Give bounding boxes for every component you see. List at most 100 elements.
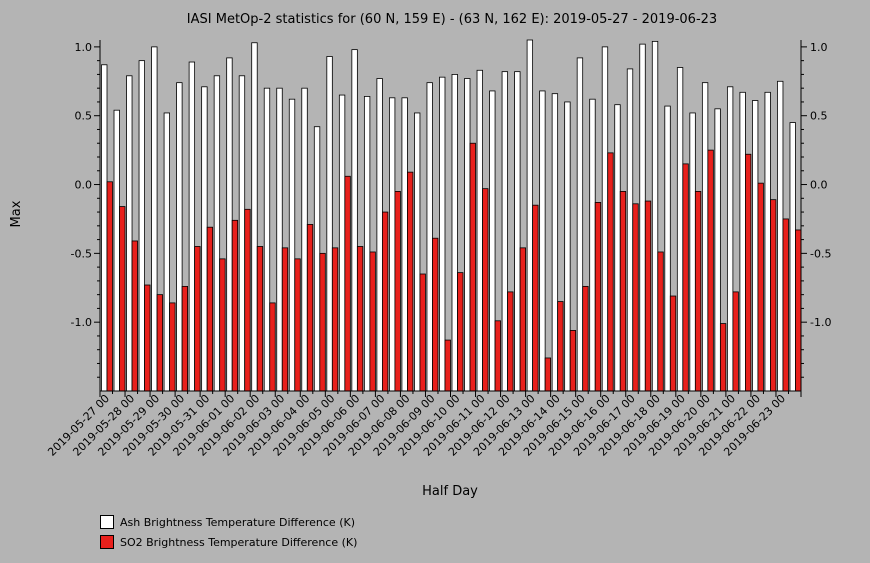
so2-bar: [381, 211, 389, 392]
so2-bar: [457, 272, 464, 392]
so2-bar: [682, 163, 689, 392]
so2-bar: [219, 258, 226, 392]
ash-bar: [789, 122, 796, 392]
legend-item-so2: SO2 Brightness Temperature Difference (K…: [100, 532, 357, 552]
so2-bar: [206, 226, 214, 392]
y-tick-label-left: -1.0: [71, 316, 92, 329]
legend: Ash Brightness Temperature Difference (K…: [100, 512, 357, 552]
so2-bar: [156, 294, 163, 392]
so2-bar: [106, 181, 113, 392]
ash-bar: [639, 43, 646, 392]
so2-bar: [256, 246, 264, 392]
so2-swatch: [100, 535, 114, 549]
ash-bar: [188, 61, 196, 392]
y-tick-label-right: -0.5: [810, 247, 831, 260]
ash-bar: [564, 101, 571, 392]
legend-label-ash: Ash Brightness Temperature Difference (K…: [120, 515, 355, 529]
so2-bar: [294, 258, 301, 392]
ash-bar: [526, 39, 534, 392]
ash-bar: [301, 87, 308, 392]
so2-bar: [757, 182, 764, 392]
y-tick-label-right: -1.0: [810, 316, 831, 329]
so2-bar: [482, 188, 489, 392]
ash-bar: [226, 57, 233, 392]
ash-swatch: [100, 515, 114, 529]
ash-bar: [313, 126, 321, 392]
ash-bar: [351, 49, 358, 392]
so2-bar: [244, 208, 251, 392]
ash-bar: [101, 64, 108, 392]
so2-bar: [469, 142, 476, 392]
ash-bar: [601, 46, 609, 392]
ash-bar: [551, 93, 559, 392]
y-tick-label-left: 0.5: [75, 110, 93, 123]
ash-bar: [676, 67, 684, 392]
ash-bar: [113, 109, 120, 392]
ash-bar: [739, 91, 746, 392]
so2-bar: [369, 251, 376, 392]
so2-bar: [432, 237, 439, 392]
so2-bar: [519, 247, 526, 392]
ash-bar: [163, 112, 170, 392]
ash-bar: [288, 98, 296, 392]
so2-bar: [657, 251, 664, 392]
so2-bar: [532, 204, 539, 392]
so2-bar: [782, 218, 789, 392]
ash-bar: [426, 82, 433, 392]
so2-bar: [394, 191, 401, 392]
ash-bar: [238, 75, 246, 392]
ash-bar: [664, 105, 671, 392]
so2-bar: [582, 285, 589, 392]
y-tick-label-left: 0.0: [75, 179, 93, 192]
so2-bar: [669, 295, 677, 392]
ash-bar: [363, 96, 371, 392]
so2-bar: [594, 202, 602, 392]
ash-bar: [752, 100, 759, 392]
ash-bar: [326, 56, 333, 392]
so2-bar: [707, 149, 714, 392]
so2-bar: [119, 206, 126, 392]
so2-bar: [306, 224, 314, 392]
chart-title: IASI MetOp-2 statistics for (60 N, 159 E…: [187, 12, 717, 27]
ash-bar: [151, 46, 158, 392]
so2-bar: [231, 219, 239, 392]
ash-bar: [589, 98, 596, 392]
ash-bar: [414, 112, 421, 392]
ash-bar: [514, 71, 521, 392]
so2-bar: [694, 191, 702, 392]
legend-item-ash: Ash Brightness Temperature Difference (K…: [100, 512, 357, 532]
ash-bar: [439, 76, 446, 392]
y-tick-label-left: 1.0: [75, 41, 93, 54]
so2-bar: [131, 240, 138, 392]
ash-bar: [464, 78, 471, 392]
x-axis-label: Half Day: [422, 484, 478, 499]
so2-bar: [269, 302, 276, 392]
ash-bar: [701, 82, 709, 392]
so2-bar: [632, 203, 639, 392]
so2-bar: [507, 291, 514, 392]
ash-bar: [501, 71, 508, 392]
y-tick-label-right: 0.0: [810, 179, 828, 192]
ash-bar: [338, 94, 346, 392]
so2-bar: [419, 273, 426, 392]
y-tick-label-right: 1.0: [810, 41, 828, 54]
ash-bar: [777, 80, 784, 392]
so2-bar: [544, 357, 552, 392]
so2-bar: [444, 339, 451, 392]
so2-bar: [619, 191, 627, 392]
y-tick-label-right: 0.5: [810, 110, 828, 123]
ash-bar: [614, 104, 621, 392]
ash-bar: [213, 75, 221, 392]
so2-bar: [732, 291, 739, 392]
ash-bar: [126, 75, 133, 392]
ash-bar: [714, 108, 721, 392]
ticks-group: 1.0 1.00.5 0.50.0 0.0-0.5 -0.5-1.0 -1.02019-0…: [45, 41, 831, 459]
ash-bar: [689, 112, 696, 392]
so2-bar: [770, 199, 777, 392]
ash-bar: [263, 87, 271, 392]
so2-bar: [494, 320, 501, 392]
ash-bar: [401, 97, 408, 392]
ash-bar: [764, 91, 771, 392]
ash-bar: [651, 40, 659, 392]
